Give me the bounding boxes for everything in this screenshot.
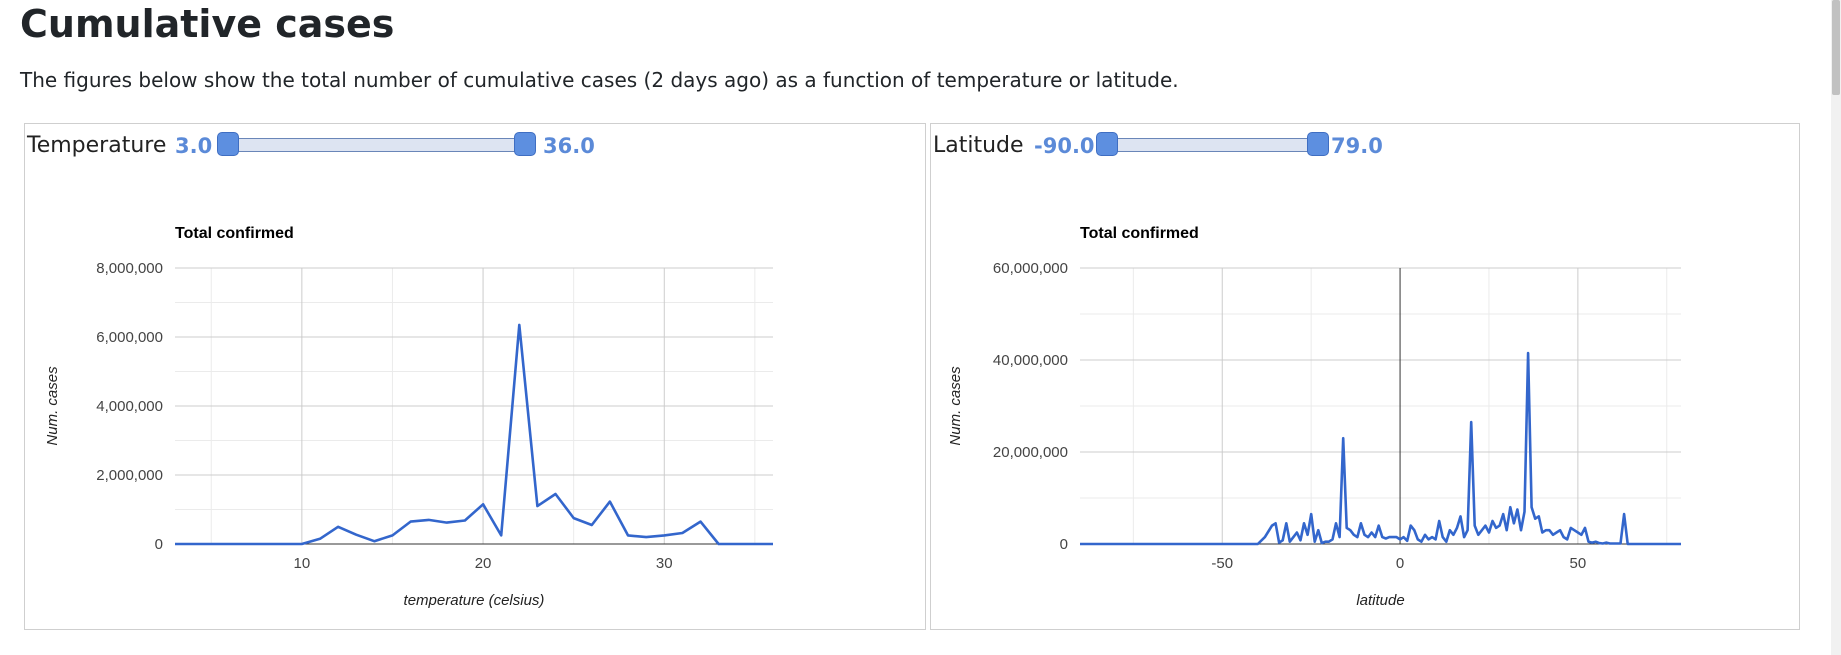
temperature-chart-x-tick-label: 10 xyxy=(294,555,311,572)
scrollbar-thumb[interactable] xyxy=(1832,0,1840,95)
latitude-max-value: 79.0 xyxy=(1331,134,1383,158)
temperature-chart-y-tick-label: 0 xyxy=(155,536,163,553)
latitude-range-slider[interactable] xyxy=(1106,138,1318,152)
latitude-chart-x-axis-label: latitude xyxy=(1356,592,1404,609)
temperature-chart-y-tick-label: 4,000,000 xyxy=(96,398,163,415)
latitude-chart-y-tick-label: 20,000,000 xyxy=(993,444,1068,461)
page-scrollbar[interactable] xyxy=(1831,0,1841,655)
temperature-chart-y-tick-label: 8,000,000 xyxy=(96,260,163,277)
temperature-min-value: 3.0 xyxy=(175,134,213,158)
page-title: Cumulative cases xyxy=(20,2,395,46)
latitude-chart-x-tick-label: 50 xyxy=(1570,555,1587,572)
temperature-chart-y-axis-label: Num. cases xyxy=(44,366,61,446)
temperature-max-handle[interactable] xyxy=(514,132,536,156)
temperature-chart: 0 2,000,000 4,000,000 6,000,000 8,000,000 10 2… xyxy=(44,225,773,609)
latitude-panel: Latitude -90.0 79.0 0 20,000,000 40,000,00… xyxy=(930,123,1800,630)
latitude-min-value: -90.0 xyxy=(1034,134,1095,158)
latitude-chart-x-tick-label: -50 xyxy=(1211,555,1233,572)
temperature-chart-x-tick-label: 20 xyxy=(475,555,492,572)
temperature-chart-x-axis-label: temperature (celsius) xyxy=(404,592,545,609)
latitude-chart-y-tick-label: 0 xyxy=(1060,536,1068,553)
temperature-range-slider[interactable] xyxy=(227,138,525,152)
temperature-chart-y-tick-label: 2,000,000 xyxy=(96,467,163,484)
temperature-chart-y-tick-label: 6,000,000 xyxy=(96,329,163,346)
latitude-filter-label: Latitude xyxy=(933,133,1024,158)
latitude-chart-y-tick-label: 60,000,000 xyxy=(993,260,1068,277)
temperature-chart-series-line xyxy=(175,323,773,546)
temperature-panel: Temperature 3.0 36.0 0 2,000,000 4,000,000… xyxy=(24,123,926,630)
temperature-chart-chart-title: Total confirmed xyxy=(175,225,294,242)
latitude-max-handle[interactable] xyxy=(1307,132,1329,156)
page-description: The figures below show the total number … xyxy=(20,68,1179,92)
latitude-chart-x-tick-label: 0 xyxy=(1396,555,1404,572)
latitude-chart-series-line xyxy=(1080,351,1681,546)
latitude-chart-y-axis-label: Num. cases xyxy=(947,366,964,446)
temperature-max-value: 36.0 xyxy=(543,134,595,158)
latitude-min-handle[interactable] xyxy=(1096,132,1118,156)
temperature-min-handle[interactable] xyxy=(217,132,239,156)
temperature-chart-x-tick-label: 30 xyxy=(656,555,673,572)
latitude-chart-y-tick-label: 40,000,000 xyxy=(993,352,1068,369)
latitude-chart-chart-title: Total confirmed xyxy=(1080,225,1199,242)
temperature-filter-label: Temperature xyxy=(27,133,167,158)
latitude-chart: 0 20,000,000 40,000,000 60,000,000 -50 0 50 Tot… xyxy=(947,225,1681,609)
